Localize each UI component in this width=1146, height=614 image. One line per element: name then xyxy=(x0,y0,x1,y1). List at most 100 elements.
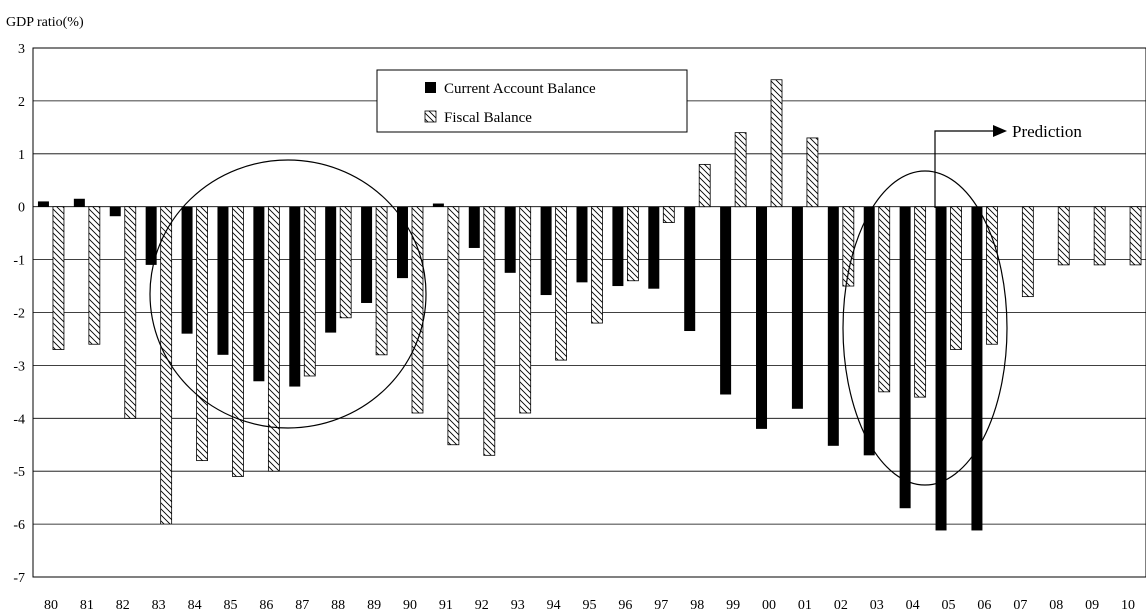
prediction-label: Prediction xyxy=(1012,122,1082,141)
bar-current-account-81 xyxy=(73,198,85,207)
bar-current-account-02 xyxy=(827,206,839,446)
bar-fiscal-balance-87 xyxy=(303,206,316,377)
x-tick-label: 08 xyxy=(1049,598,1063,613)
bar-fiscal-balance-98 xyxy=(698,163,711,208)
bar-fiscal-balance-00 xyxy=(770,79,783,208)
bar-fiscal-balance-04 xyxy=(914,206,927,398)
bar-fiscal-balance-10 xyxy=(1129,206,1142,266)
bar-current-account-87 xyxy=(289,206,301,387)
bar-fiscal-balance-93 xyxy=(519,206,532,414)
bar-current-account-97 xyxy=(648,206,660,289)
x-tick-label: 97 xyxy=(654,598,668,613)
x-tick-label: 85 xyxy=(223,598,237,613)
bar-fiscal-balance-89 xyxy=(375,206,388,356)
bar-fiscal-balance-09 xyxy=(1093,206,1106,266)
bar-current-account-85 xyxy=(217,206,229,355)
bar-fiscal-balance-96 xyxy=(627,206,639,282)
y-axis-label: GDP ratio(%) xyxy=(6,15,84,30)
y-tick-label: -5 xyxy=(13,465,25,480)
x-tick-label: 04 xyxy=(906,598,920,613)
x-tick-label: 10 xyxy=(1121,598,1135,613)
highlight-circles xyxy=(149,159,1008,486)
bar-fiscal-balance-06 xyxy=(986,206,998,345)
x-tick-label: 84 xyxy=(188,598,202,613)
x-tick-labels: 80 81 82 83 84 85 86 87 88 89 90 91 92 93 94 95 96 97 98 99… xyxy=(44,598,1135,613)
bar-current-account-93 xyxy=(504,206,516,273)
y-tick-labels: 3 2 1 0 -1 -2 -3 -4 -5 -6 -7 xyxy=(13,42,25,586)
legend: Current Account Balance Fiscal Balance xyxy=(376,69,688,133)
x-tick-label: 00 xyxy=(762,598,776,613)
bar-fiscal-balance-88 xyxy=(339,206,352,319)
x-tick-label: 87 xyxy=(295,598,309,613)
bar-fiscal-balance-95 xyxy=(591,206,603,324)
x-tick-label: 82 xyxy=(116,598,130,613)
prediction-arrow-head xyxy=(993,125,1007,137)
x-tick-label: 91 xyxy=(439,598,453,613)
bar-current-account-04 xyxy=(899,206,911,509)
x-tick-label: 89 xyxy=(367,598,381,613)
legend-box xyxy=(376,69,688,133)
x-tick-label: 98 xyxy=(690,598,704,613)
x-tick-label: 99 xyxy=(726,598,740,613)
x-tick-label: 86 xyxy=(259,598,273,613)
bar-current-account-89 xyxy=(361,206,373,303)
y-tick-label: -2 xyxy=(13,307,25,322)
bar-fiscal-balance-94 xyxy=(555,206,567,361)
bar-current-account-99 xyxy=(720,206,732,395)
bar-fiscal-balance-01 xyxy=(806,137,819,208)
x-tick-label: 01 xyxy=(798,598,812,613)
x-tick-label: 93 xyxy=(511,598,525,613)
x-tick-label: 05 xyxy=(942,598,956,613)
bar-fiscal-balance-91 xyxy=(447,206,460,446)
bar-fiscal-balance-81 xyxy=(88,206,101,345)
bar-fiscal-balance-99 xyxy=(734,132,747,208)
x-tick-label: 09 xyxy=(1085,598,1099,613)
x-tick-label: 90 xyxy=(403,598,417,613)
y-tick-label: -1 xyxy=(13,254,25,269)
bar-current-account-01 xyxy=(791,206,803,409)
x-tick-label: 02 xyxy=(834,598,848,613)
x-tick-label: 92 xyxy=(475,598,489,613)
bar-fiscal-balance-05 xyxy=(950,206,962,350)
highlight-circle-1 xyxy=(149,159,427,429)
bar-current-account-06 xyxy=(971,206,983,531)
bar-current-account-00 xyxy=(756,206,768,429)
legend-swatch-current-account xyxy=(425,82,436,93)
x-tick-label: 03 xyxy=(870,598,884,613)
bar-fiscal-balance-83 xyxy=(160,206,173,525)
bar-fiscal-balance-84 xyxy=(196,206,208,462)
bar-current-account-82 xyxy=(109,206,121,217)
bar-current-account-80 xyxy=(37,201,49,207)
y-tick-label: -6 xyxy=(13,518,25,533)
bar-current-account-88 xyxy=(325,206,337,333)
bar-fiscal-balance-82 xyxy=(124,206,137,419)
bar-fiscal-balance-02 xyxy=(842,206,855,287)
x-tick-label: 80 xyxy=(44,598,58,613)
bar-fiscal-balance-86 xyxy=(267,206,280,472)
bar-current-account-83 xyxy=(145,206,157,265)
legend-swatch-fiscal xyxy=(424,110,437,123)
bar-current-account-95 xyxy=(576,206,588,283)
x-tick-label: 95 xyxy=(583,598,597,613)
x-tick-label: 96 xyxy=(618,598,632,613)
x-tick-label: 06 xyxy=(977,598,991,613)
bar-current-account-86 xyxy=(253,206,265,382)
bar-fiscal-balance-97 xyxy=(662,206,675,223)
bar-fiscal-balance-03 xyxy=(878,206,891,393)
x-tick-label: 94 xyxy=(547,598,561,613)
bar-fiscal-balance-90 xyxy=(411,206,424,414)
bar-current-account-94 xyxy=(540,206,552,296)
prediction-arrow-line xyxy=(934,130,993,208)
highlight-circle-2 xyxy=(842,170,1008,486)
bar-current-account-03 xyxy=(863,206,875,456)
bar-fiscal-balance-07 xyxy=(1021,206,1034,298)
x-tick-label: 07 xyxy=(1013,598,1027,613)
y-tick-label: 2 xyxy=(18,95,25,110)
bar-fiscal-balance-92 xyxy=(483,206,496,456)
x-tick-label: 88 xyxy=(331,598,345,613)
x-tick-label: 83 xyxy=(152,598,166,613)
bar-fiscal-balance-08 xyxy=(1057,206,1070,266)
y-tick-label: 1 xyxy=(18,148,25,163)
bar-current-account-98 xyxy=(684,206,696,332)
